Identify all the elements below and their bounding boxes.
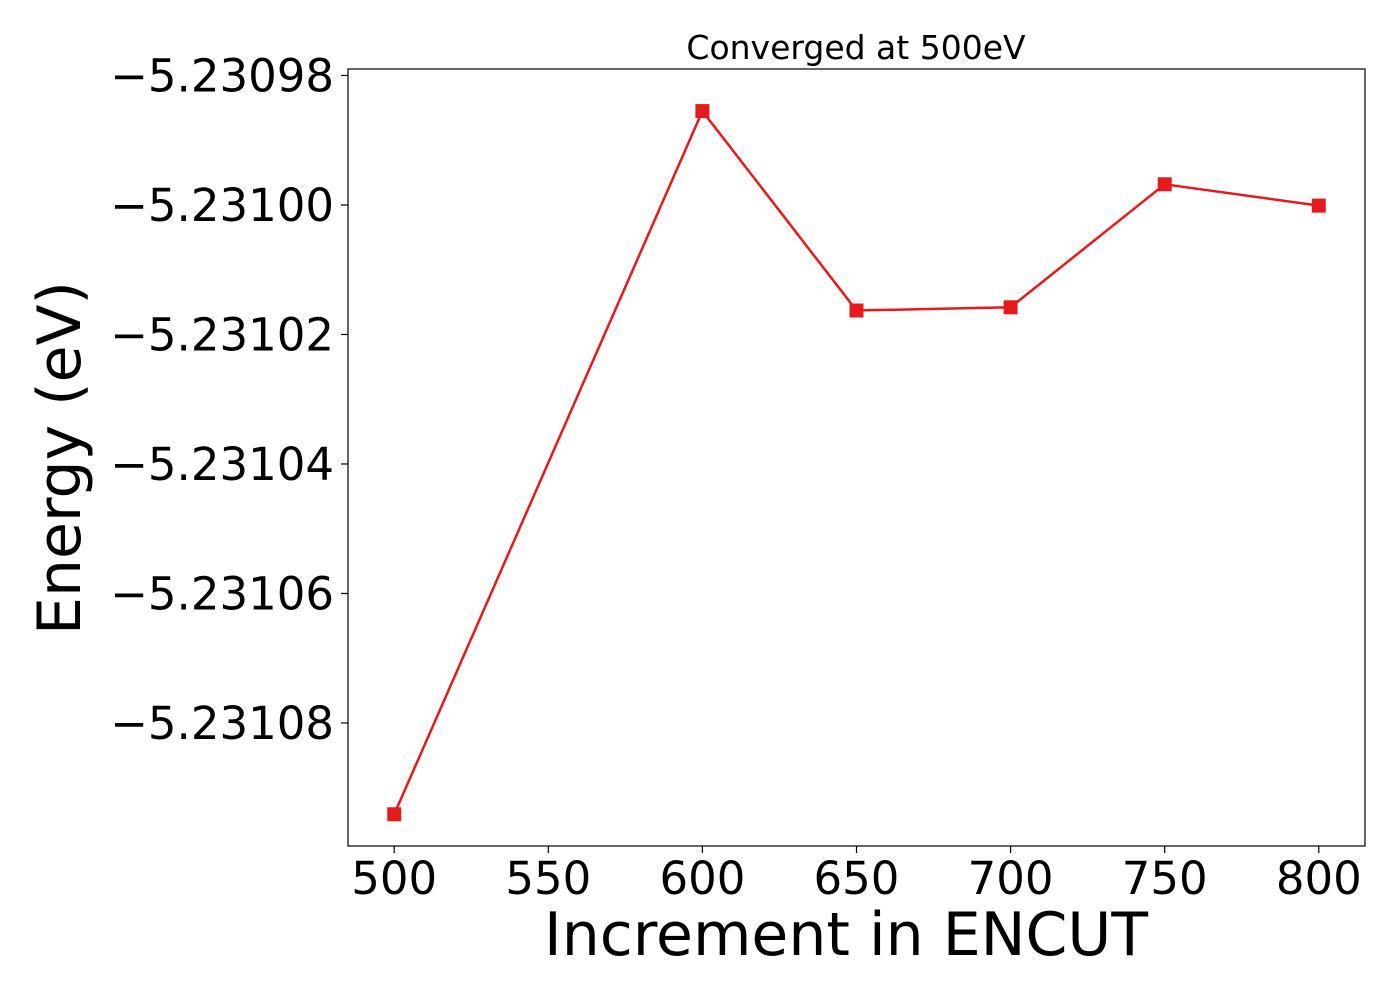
y-tick-label: −5.23108 xyxy=(110,697,334,750)
data-point-marker xyxy=(387,807,402,822)
data-point-marker xyxy=(1157,177,1172,192)
x-tick-label: 800 xyxy=(1276,852,1362,905)
x-axis-label: Increment in ENCUT xyxy=(544,900,1148,970)
y-tick-label: −5.23100 xyxy=(110,179,334,232)
data-point-marker xyxy=(849,303,864,318)
y-tick-label: −5.23106 xyxy=(110,567,334,620)
y-tick-label: −5.23098 xyxy=(110,49,334,102)
x-axis: 500 550 600 650 700 750 800 xyxy=(351,846,1362,905)
x-tick-label: 600 xyxy=(659,852,745,905)
x-tick-label: 650 xyxy=(814,852,900,905)
chart-title: Converged at 500eV xyxy=(686,28,1026,67)
plot-frame xyxy=(347,68,1366,847)
data-point-marker xyxy=(1003,300,1018,315)
y-tick-label: −5.23102 xyxy=(110,308,334,361)
y-axis: −5.23098 −5.23100 −5.23102 −5.23104 −5.23106… xyxy=(110,49,348,750)
y-axis-label: Energy (eV) xyxy=(25,281,95,635)
data-point-marker xyxy=(1311,198,1326,213)
series-line xyxy=(393,108,1319,815)
y-tick-label: −5.23104 xyxy=(110,438,334,491)
x-tick-label: 750 xyxy=(1122,852,1208,905)
x-tick-label: 500 xyxy=(351,852,437,905)
data-point-marker xyxy=(695,104,710,119)
x-tick-label: 700 xyxy=(968,852,1054,905)
series-layer xyxy=(387,104,1326,822)
x-tick-label: 550 xyxy=(505,852,591,905)
